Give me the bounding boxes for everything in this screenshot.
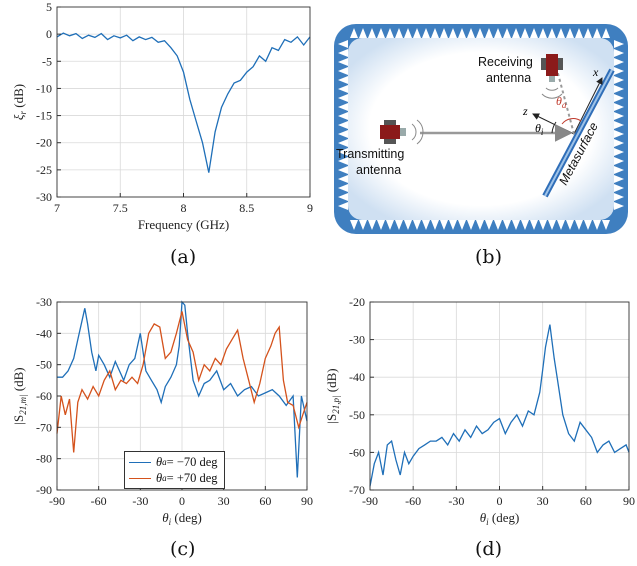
x-axis-label: Frequency (GHz) bbox=[138, 217, 229, 232]
y-axis-label: |S21,m| (dB) bbox=[11, 367, 28, 424]
theta-i-label: θi bbox=[535, 121, 544, 137]
x-tick-label: 8 bbox=[181, 201, 187, 215]
chart-a: 7 7.5 8 8.5 9 5 0 -5 -10 -15 -20 -25 -30 Frequency (G… bbox=[11, 0, 313, 232]
y-tick-label: -30 bbox=[349, 333, 365, 347]
x-tick-label: 60 bbox=[580, 494, 592, 508]
antenna-setup-diagram: Metasurface x z θa θi Transmitting anten… bbox=[334, 24, 628, 234]
series-line-1 bbox=[56, 311, 308, 453]
theta-a-arc bbox=[561, 118, 582, 125]
series-line-0 bbox=[369, 324, 630, 487]
theta-i-arc bbox=[551, 121, 557, 134]
receiving-antenna-icon bbox=[541, 54, 563, 99]
x-tick-label: -60 bbox=[91, 494, 107, 508]
x-tick-label: 0 bbox=[497, 494, 503, 508]
transmitting-antenna-icon bbox=[380, 119, 424, 145]
x-tick-label: 0 bbox=[179, 494, 185, 508]
y-tick-label: -20 bbox=[349, 295, 365, 309]
x-tick-label: -30 bbox=[448, 494, 464, 508]
transmitting-antenna-label: Transmitting antenna bbox=[336, 147, 408, 177]
caption-a: (a) bbox=[170, 246, 197, 268]
y-tick-label: -5 bbox=[42, 54, 52, 68]
y-axis-label: ξr (dB) bbox=[11, 84, 28, 120]
x-tick-label: 90 bbox=[301, 494, 313, 508]
y-tick-label: -60 bbox=[349, 445, 365, 459]
caption-d: (d) bbox=[475, 538, 502, 560]
caption-c: (c) bbox=[170, 538, 196, 560]
y-tick-label: -25 bbox=[36, 163, 52, 177]
y-tick-label: -70 bbox=[349, 483, 365, 497]
y-tick-label: -90 bbox=[36, 483, 52, 497]
absorber-spikes bbox=[338, 28, 624, 230]
x-tick-label: -60 bbox=[405, 494, 421, 508]
x-axis-label: θi (deg) bbox=[480, 510, 520, 527]
chamber-interior bbox=[348, 38, 614, 220]
x-tick-label: -30 bbox=[132, 494, 148, 508]
x-tick-label: 60 bbox=[259, 494, 271, 508]
y-tick-label: -40 bbox=[36, 326, 52, 340]
caption-b: (b) bbox=[475, 246, 502, 268]
x-tick-label: 30 bbox=[218, 494, 230, 508]
y-tick-label: -15 bbox=[36, 109, 52, 123]
y-tick-label: -80 bbox=[36, 452, 52, 466]
y-tick-label: -10 bbox=[36, 81, 52, 95]
x-axis-arrow bbox=[573, 77, 603, 135]
y-tick-label: -50 bbox=[36, 358, 52, 372]
z-axis-label: z bbox=[522, 104, 528, 118]
y-tick-label: -30 bbox=[36, 190, 52, 204]
x-tick-label: 9 bbox=[307, 201, 313, 215]
y-tick-label: -20 bbox=[36, 136, 52, 150]
chart-c: -90 -60 -30 0 30 60 90 -30 -40 -50 -60 -70 -80 -90 θi … bbox=[11, 295, 313, 527]
x-tick-label: 7.5 bbox=[113, 201, 128, 215]
x-axis-label: x bbox=[592, 65, 599, 79]
theta-a-label: θa bbox=[556, 94, 567, 110]
series-line-0 bbox=[57, 300, 308, 478]
x-tick-label: 30 bbox=[537, 494, 549, 508]
chart-d: -90 -60 -30 0 30 60 90 -20 -30 -40 -50 -60 -70 θi (de… bbox=[324, 295, 635, 527]
y-tick-label: -60 bbox=[36, 389, 52, 403]
y-tick-label: 5 bbox=[46, 0, 52, 14]
y-tick-label: -50 bbox=[349, 408, 365, 422]
x-tick-label: 7 bbox=[54, 201, 60, 215]
x-tick-label: 8.5 bbox=[239, 201, 254, 215]
x-axis-label: θi (deg) bbox=[162, 510, 202, 527]
receiving-antenna-label: Receiving antenna bbox=[478, 55, 536, 85]
y-tick-label: -40 bbox=[349, 370, 365, 384]
y-tick-label: 0 bbox=[46, 27, 52, 41]
y-axis-label: |S21,p| (dB) bbox=[324, 368, 341, 423]
x-tick-label: 90 bbox=[623, 494, 635, 508]
x-tick-label: -90 bbox=[362, 494, 378, 508]
series-line-0 bbox=[56, 32, 311, 173]
y-tick-label: -70 bbox=[36, 420, 52, 434]
x-tick-label: -90 bbox=[49, 494, 65, 508]
y-tick-label: -30 bbox=[36, 295, 52, 309]
